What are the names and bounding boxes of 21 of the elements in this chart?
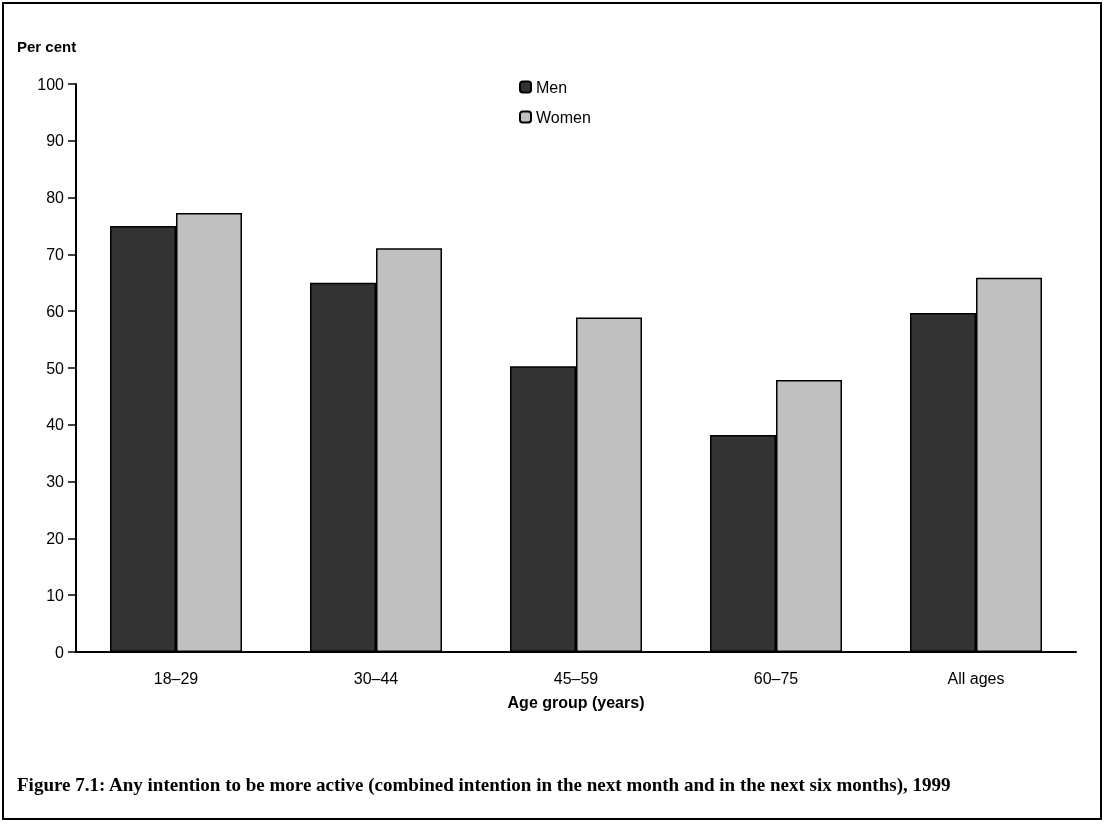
y-tick-label: 10 [46, 586, 65, 604]
y-tick-label: 40 [46, 416, 65, 434]
x-axis-title: Age group (years) [507, 693, 645, 711]
legend-label: Men [536, 78, 568, 96]
y-tick-label: 50 [46, 359, 65, 377]
y-tick-label: 20 [46, 529, 65, 547]
y-tick-label: 100 [37, 75, 65, 93]
y-tick-label: 90 [46, 132, 65, 150]
y-tick-label: 0 [55, 643, 65, 661]
y-axis-title: Per cent [17, 38, 77, 55]
x-tick-label: 30–44 [353, 669, 399, 687]
legend-label: Women [536, 108, 591, 126]
x-tick-label: 18–29 [153, 669, 199, 687]
y-tick-label: 70 [46, 245, 65, 263]
x-tick-label: 60–75 [753, 669, 799, 687]
y-tick-label: 30 [46, 473, 65, 491]
text: Figure 7.1: Any intention to be more active (combined intention in the next month and in the next six months), 1999 [17, 773, 951, 796]
x-tick-label: All ages [947, 669, 1005, 687]
x-tick-label: 45–59 [553, 669, 599, 687]
y-tick-label: 60 [46, 302, 65, 320]
y-tick-label: 80 [46, 189, 65, 207]
